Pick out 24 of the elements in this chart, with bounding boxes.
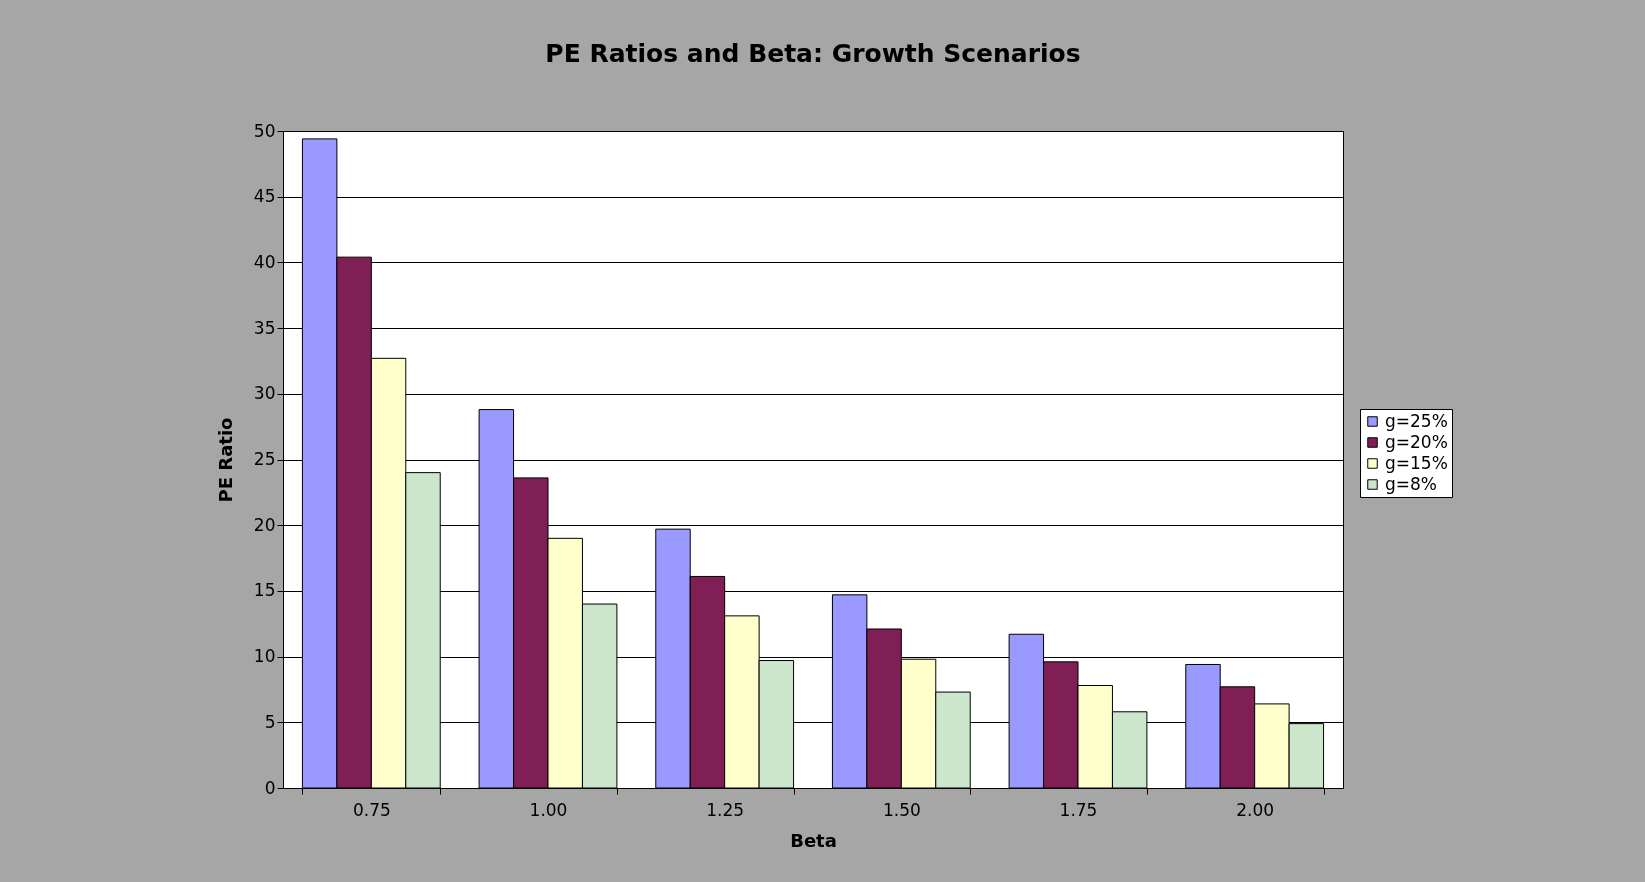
y-tick-label: 35 [253,317,276,338]
legend-label: g=15% [1385,452,1448,473]
y-axis-title: PE Ratio [214,417,236,503]
y-tick-label: 40 [253,251,276,272]
x-tick-label: 2.00 [1236,799,1275,820]
x-tick-label: 1.75 [1059,799,1098,820]
y-tick-label: 50 [253,120,276,141]
x-axis-title: Beta [790,829,837,851]
x-tick-label: 0.75 [352,799,391,820]
y-tick-label: 5 [264,711,276,732]
x-tick-label: 1.00 [529,799,568,820]
y-tick-label: 15 [253,580,276,601]
x-tick-label: 1.25 [706,799,745,820]
chart-title: PE Ratios and Beta: Growth Scenarios [545,39,1081,68]
y-tick-label: 20 [253,514,276,535]
x-tick-label: 1.50 [882,799,921,820]
legend-label: g=20% [1385,431,1448,452]
legend-label: g=8% [1385,473,1438,494]
y-tick-label: 25 [253,449,276,469]
legend-label: g=25% [1385,410,1448,431]
y-tick-label: 0 [264,777,276,798]
y-tick-label: 45 [253,186,276,207]
y-tick-label: 10 [253,646,276,667]
y-tick-label: 30 [253,383,276,404]
